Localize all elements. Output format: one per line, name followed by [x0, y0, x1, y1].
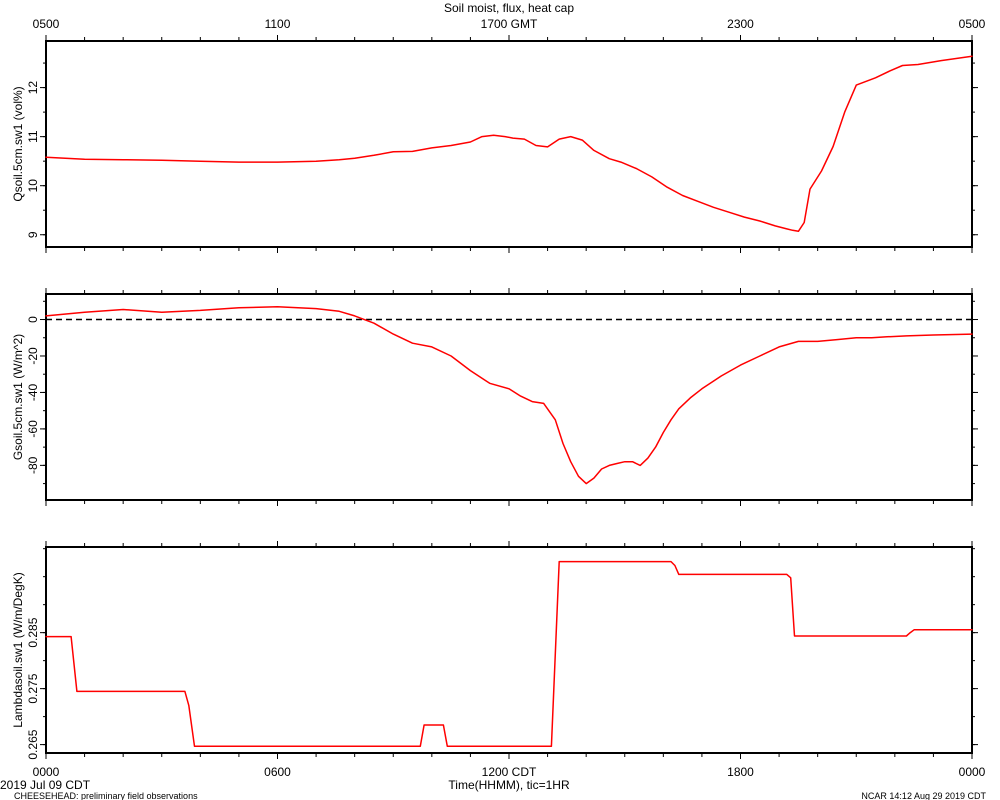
- footer-date: 2019 Jul 09 CDT: [0, 778, 91, 792]
- y-tick-label: 0.265: [26, 729, 40, 759]
- panel-frame: [45, 546, 973, 754]
- top-axis-tick-label: 2300: [727, 17, 754, 31]
- bottom-axis-tick-label: 1800: [727, 765, 754, 779]
- top-axis-tick-label: 0500: [959, 17, 986, 31]
- top-axis-tick-label: 1700 GMT: [481, 17, 538, 31]
- y-tick-label: -40: [26, 383, 40, 401]
- bottom-axis-tick-label: 0000: [959, 765, 986, 779]
- y-axis-title: Gsoil.5cm.sw1 (W/m^2): [11, 334, 25, 460]
- bottom-axis-tick-label: 1200 CDT: [482, 765, 537, 779]
- y-tick-label: 10: [26, 179, 40, 193]
- y-tick-label: 12: [26, 81, 40, 95]
- y-tick-label: -60: [26, 420, 40, 438]
- panel-frame: [45, 293, 973, 501]
- footer-project: CHEESEHEAD: preliminary field observatio…: [14, 791, 198, 800]
- panel-frame: [45, 40, 973, 248]
- bottom-axis-tick-label: 0000: [33, 765, 60, 779]
- series-line: [45, 560, 973, 748]
- top-axis-tick-label: 1100: [265, 17, 291, 31]
- footer-credit: NCAR 14:12 Aug 29 2019 CDT: [861, 791, 986, 800]
- y-tick-label: -20: [26, 347, 40, 365]
- top-axis-tick-label: 0500: [33, 17, 60, 31]
- bottom-axis-tick-label: 0600: [264, 765, 291, 779]
- y-axis-title: Qsoil.5cm.sw1 (vol%): [11, 86, 25, 201]
- y-axis-title: Lambdasoil.sw1 (W/m/DegK): [11, 572, 25, 727]
- series-line: [45, 306, 973, 485]
- y-tick-label: 0: [26, 316, 40, 323]
- y-tick-label: 11: [26, 130, 40, 143]
- y-tick-label: -80: [26, 456, 40, 474]
- series-line: [45, 55, 973, 233]
- y-tick-label: 9: [26, 231, 40, 238]
- y-tick-label: 0.275: [26, 673, 40, 703]
- x-axis-title: Time(HHMM), tic=1HR: [448, 778, 570, 792]
- y-tick-label: 0.285: [26, 617, 40, 647]
- chart-title: Soil moist, flux, heat cap: [444, 1, 574, 15]
